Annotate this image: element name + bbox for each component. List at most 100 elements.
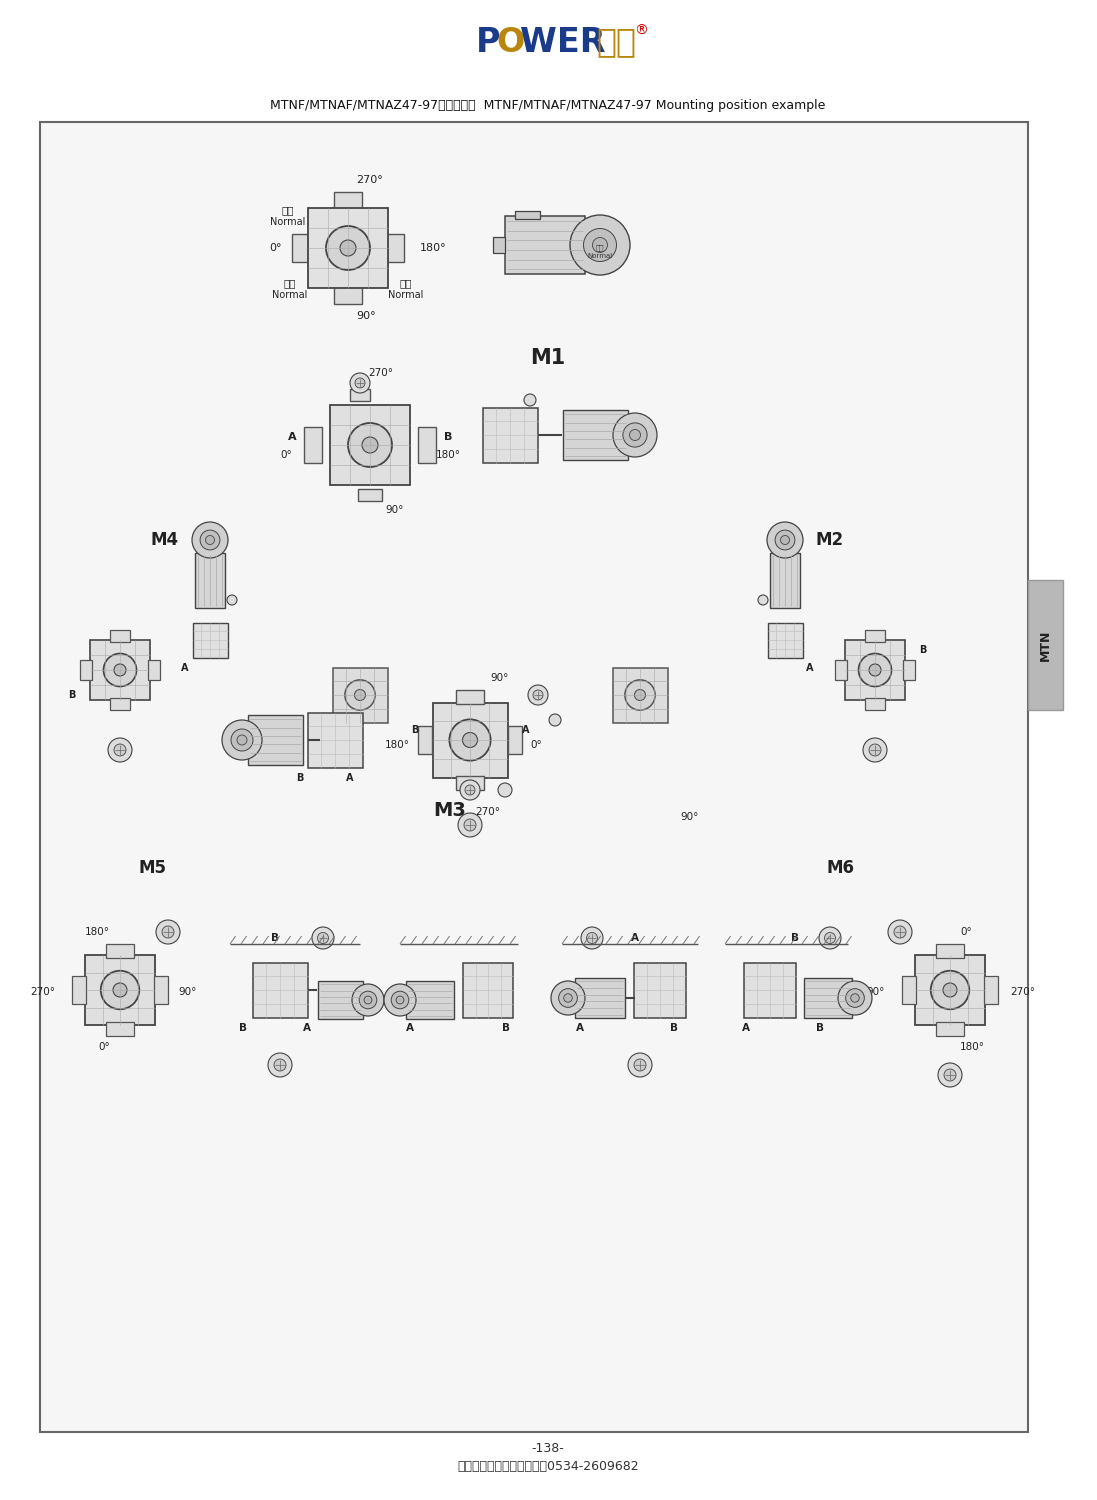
Ellipse shape: [326, 226, 370, 270]
Bar: [418, 427, 436, 464]
Text: B: B: [502, 1023, 510, 1034]
Circle shape: [524, 394, 536, 406]
Bar: [634, 963, 686, 1017]
Circle shape: [558, 988, 577, 1008]
Text: 正常: 正常: [596, 244, 604, 252]
Circle shape: [548, 714, 561, 726]
Bar: [154, 976, 168, 1004]
Text: 180°: 180°: [385, 740, 410, 750]
Circle shape: [113, 982, 127, 998]
Circle shape: [317, 933, 328, 944]
Circle shape: [114, 744, 126, 756]
Bar: [72, 976, 86, 1004]
Text: 正常: 正常: [282, 206, 294, 214]
Bar: [252, 963, 307, 1017]
Bar: [333, 192, 362, 210]
Bar: [304, 427, 323, 464]
Text: A: A: [742, 1023, 750, 1034]
Text: 270°: 270°: [367, 368, 393, 378]
Ellipse shape: [344, 680, 375, 710]
Circle shape: [630, 429, 641, 441]
Circle shape: [592, 237, 608, 252]
Bar: [804, 978, 852, 1018]
Circle shape: [222, 720, 262, 760]
Ellipse shape: [348, 423, 392, 466]
Text: ®: ®: [634, 24, 648, 38]
Text: 90°: 90°: [178, 987, 196, 998]
Bar: [903, 660, 915, 680]
Circle shape: [869, 744, 881, 756]
Bar: [575, 978, 625, 1018]
Circle shape: [359, 992, 376, 1010]
Circle shape: [237, 735, 247, 746]
Text: WER: WER: [520, 26, 606, 58]
Text: 270°: 270°: [475, 807, 500, 818]
Bar: [330, 405, 410, 484]
Bar: [106, 944, 134, 958]
Circle shape: [268, 1053, 292, 1077]
Circle shape: [564, 994, 573, 1002]
Circle shape: [355, 378, 365, 388]
Text: A: A: [631, 933, 638, 944]
Circle shape: [943, 982, 957, 998]
Bar: [483, 408, 538, 462]
Text: 德州向力减速机械有限公司0534-2609682: 德州向力减速机械有限公司0534-2609682: [457, 1460, 638, 1473]
Bar: [307, 712, 362, 768]
Bar: [936, 944, 964, 958]
Circle shape: [464, 819, 476, 831]
Text: A: A: [806, 663, 814, 674]
Text: P: P: [476, 26, 500, 58]
Text: B: B: [296, 772, 304, 783]
Text: 180°: 180°: [436, 450, 461, 460]
Text: 90°: 90°: [681, 812, 699, 822]
Bar: [432, 702, 508, 777]
Circle shape: [584, 228, 617, 261]
Circle shape: [581, 927, 603, 950]
Ellipse shape: [930, 970, 970, 1010]
Text: 90°: 90°: [385, 506, 404, 515]
Text: A: A: [181, 663, 189, 674]
Circle shape: [938, 1064, 962, 1088]
Bar: [332, 668, 387, 723]
Bar: [508, 726, 522, 754]
Circle shape: [274, 1059, 286, 1071]
Bar: [106, 1022, 134, 1036]
Circle shape: [362, 436, 378, 453]
Bar: [386, 234, 404, 262]
Circle shape: [945, 1070, 955, 1082]
Bar: [248, 716, 303, 765]
Text: B: B: [816, 1023, 824, 1034]
Text: MTN: MTN: [1039, 630, 1052, 660]
Circle shape: [384, 984, 416, 1016]
Circle shape: [205, 536, 215, 544]
Circle shape: [350, 374, 370, 393]
Text: 90°: 90°: [490, 674, 508, 682]
Circle shape: [825, 933, 836, 944]
Text: 180°: 180°: [84, 927, 110, 938]
Bar: [514, 211, 540, 219]
Text: B: B: [239, 1023, 247, 1034]
Circle shape: [846, 988, 864, 1008]
Ellipse shape: [103, 654, 136, 687]
Circle shape: [851, 994, 859, 1002]
Circle shape: [869, 664, 881, 676]
Bar: [505, 216, 585, 274]
Bar: [936, 1022, 964, 1036]
Circle shape: [192, 522, 228, 558]
Circle shape: [634, 1059, 646, 1071]
Circle shape: [156, 920, 180, 944]
Circle shape: [627, 1053, 652, 1077]
Bar: [333, 286, 362, 304]
Circle shape: [634, 690, 645, 700]
Circle shape: [533, 690, 543, 700]
Bar: [835, 660, 847, 680]
Circle shape: [894, 926, 906, 938]
Text: B: B: [271, 933, 279, 944]
Text: 0°: 0°: [960, 927, 972, 938]
Text: B: B: [791, 933, 799, 944]
Text: 0°: 0°: [280, 450, 292, 460]
Text: 0°: 0°: [530, 740, 542, 750]
Ellipse shape: [625, 680, 655, 710]
Circle shape: [231, 729, 253, 752]
Circle shape: [354, 690, 365, 700]
